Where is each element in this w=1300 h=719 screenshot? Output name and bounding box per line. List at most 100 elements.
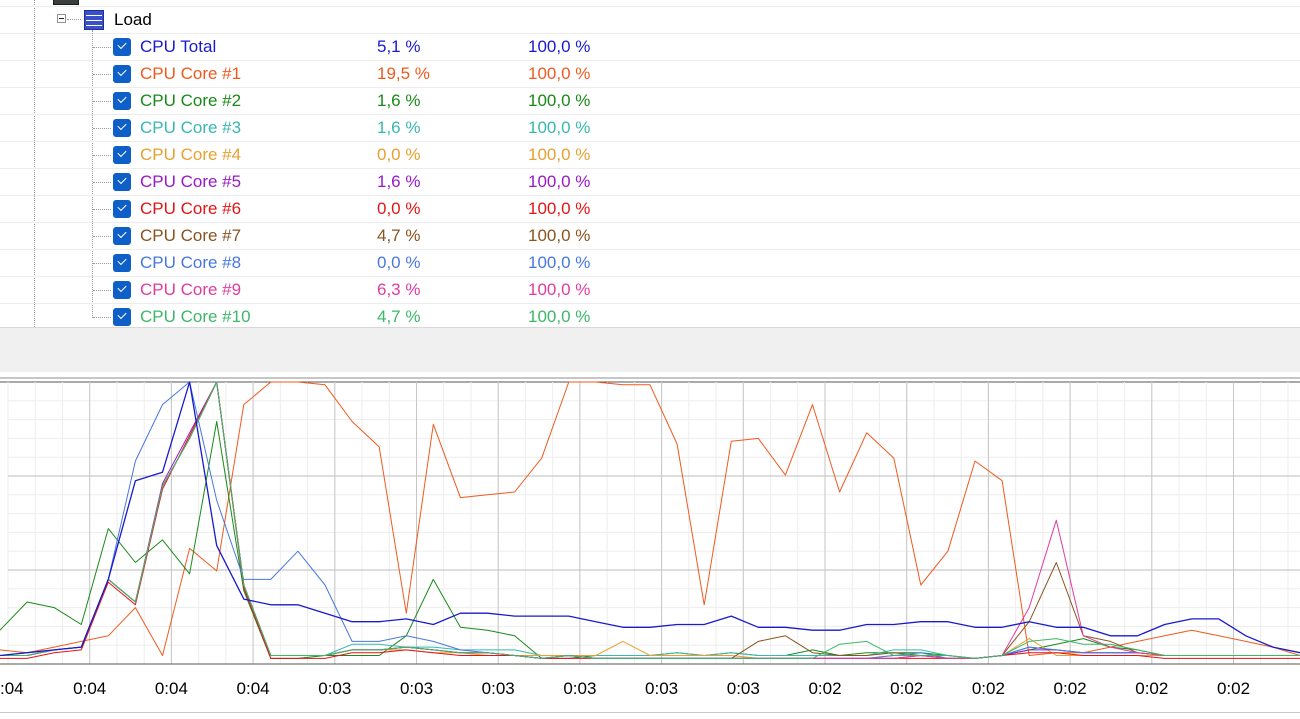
sensor-plot-checkbox[interactable] (113, 227, 131, 245)
sensor-name: CPU Total (140, 37, 217, 56)
sensor-value: 1,6 % (377, 172, 421, 191)
x-tick-label: 0:02 (1135, 679, 1168, 698)
series-line-cpu-core-10 (0, 381, 1300, 659)
sensor-max: 100,0 % (528, 37, 591, 56)
x-tick-label: 0:04 (237, 679, 270, 698)
row-divider (0, 303, 1300, 304)
tree-connector (93, 182, 111, 183)
tree-connector (93, 101, 111, 102)
sensor-row[interactable]: CPU Core #3 1,6 % 100,0 % (0, 115, 1300, 142)
load-bars-icon (84, 10, 104, 30)
tree-connector (93, 155, 111, 156)
x-tick-label: 0:02 (808, 679, 841, 698)
row-divider (0, 249, 1300, 250)
hardware-icon (53, 0, 79, 5)
sensor-value: 1,6 % (377, 91, 421, 110)
tree-connector (93, 263, 111, 264)
sensor-max: 100,0 % (528, 91, 591, 110)
x-tick-label: 0:03 (727, 679, 760, 698)
sensor-plot-checkbox[interactable] (113, 65, 131, 83)
plot-canvas: :04 0:04 0:04 0:04 0:03 0:03 0:03 0:03 0:03 0:03 0… (0, 377, 1300, 698)
row-divider (0, 168, 1300, 169)
row-divider (0, 195, 1300, 196)
sensor-row[interactable]: CPU Total 5,1 % 100,0 % (0, 34, 1300, 61)
collapse-toggle-icon[interactable] (57, 14, 66, 23)
sensor-row[interactable]: CPU Core #6 0,0 % 100,0 % (0, 196, 1300, 223)
row-divider (0, 222, 1300, 223)
tree-connector (93, 128, 111, 129)
sensor-value: 1,6 % (377, 118, 421, 137)
sensor-row[interactable]: CPU Core #1 19,5 % 100,0 % (0, 61, 1300, 88)
sensor-row[interactable]: CPU Core #10 4,7 % 100,0 % (0, 304, 1300, 327)
sensor-max: 100,0 % (528, 253, 591, 272)
sensor-max: 100,0 % (528, 226, 591, 245)
sensor-max: 100,0 % (528, 307, 591, 326)
sensor-name: CPU Core #1 (140, 64, 242, 83)
sensor-max: 100,0 % (528, 145, 591, 164)
sensor-row[interactable]: CPU Core #9 6,3 % 100,0 % (0, 277, 1300, 304)
sensor-row[interactable]: CPU Core #8 0,0 % 100,0 % (0, 250, 1300, 277)
tree-connector (93, 236, 111, 237)
row-divider (0, 6, 1300, 7)
sensor-value: 19,5 % (377, 64, 430, 83)
sensor-name: CPU Core #9 (140, 280, 242, 299)
x-tick-label: 0:03 (482, 679, 515, 698)
series-line-cpu-core-5 (0, 381, 1300, 659)
tree-connector (93, 317, 111, 318)
x-tick-label: 0:03 (645, 679, 678, 698)
x-tick-label: 0:03 (318, 679, 351, 698)
group-label-load[interactable]: Load (114, 10, 152, 29)
sensor-plot-checkbox[interactable] (113, 146, 131, 164)
sensor-value: 0,0 % (377, 199, 421, 218)
sensor-max: 100,0 % (528, 172, 591, 191)
sensor-value: 6,3 % (377, 280, 421, 299)
sensor-value: 4,7 % (377, 226, 421, 245)
sensor-plot-checkbox[interactable] (113, 308, 131, 326)
sensor-max: 100,0 % (528, 199, 591, 218)
sensor-row[interactable]: CPU Core #5 1,6 % 100,0 % (0, 169, 1300, 196)
sensor-plot-checkbox[interactable] (113, 281, 131, 299)
row-divider (0, 33, 1300, 34)
row-divider (0, 60, 1300, 61)
sensor-plot-checkbox[interactable] (113, 119, 131, 137)
sensor-plot-checkbox[interactable] (113, 200, 131, 218)
sensor-row[interactable]: CPU Core #4 0,0 % 100,0 % (0, 142, 1300, 169)
x-tick-label: 0:02 (890, 679, 923, 698)
tree-guide-line (92, 30, 93, 318)
sensor-plot-checkbox[interactable] (113, 254, 131, 272)
tree-connector (93, 74, 111, 75)
row-divider (0, 141, 1300, 142)
sensor-name: CPU Core #6 (140, 199, 242, 218)
row-divider (0, 114, 1300, 115)
sensor-max: 100,0 % (528, 64, 591, 83)
sensor-row[interactable]: CPU Core #2 1,6 % 100,0 % (0, 88, 1300, 115)
sensor-name: CPU Core #3 (140, 118, 242, 137)
row-divider (0, 276, 1300, 277)
sensor-name: CPU Core #8 (140, 253, 242, 272)
sensor-name: CPU Core #7 (140, 226, 242, 245)
sensor-name: CPU Core #4 (140, 145, 242, 164)
sensor-name: CPU Core #5 (140, 172, 242, 191)
sensor-max: 100,0 % (528, 280, 591, 299)
x-tick-label: 0:03 (563, 679, 596, 698)
sensor-value: 4,7 % (377, 307, 421, 326)
panel-splitter[interactable] (0, 328, 1300, 372)
series-line-cpu-total (0, 381, 1300, 657)
sensor-value: 0,0 % (377, 253, 421, 272)
x-tick-label: 0:04 (73, 679, 106, 698)
tree-connector (93, 47, 111, 48)
x-tick-label: 0:02 (972, 679, 1005, 698)
sensor-plot-checkbox[interactable] (113, 173, 131, 191)
sensor-name: CPU Core #10 (140, 307, 251, 326)
sensor-plot-checkbox[interactable] (113, 38, 131, 56)
sensor-value: 5,1 % (377, 37, 421, 56)
tree-connector (67, 19, 81, 20)
sensor-name: CPU Core #2 (140, 91, 242, 110)
sensor-max: 100,0 % (528, 118, 591, 137)
tree-guide-line (34, 0, 35, 327)
sensor-plot-checkbox[interactable] (113, 92, 131, 110)
x-tick-label: :04 (0, 679, 24, 698)
sensor-row[interactable]: CPU Core #7 4,7 % 100,0 % (0, 223, 1300, 250)
row-divider (0, 87, 1300, 88)
sensor-value: 0,0 % (377, 145, 421, 164)
